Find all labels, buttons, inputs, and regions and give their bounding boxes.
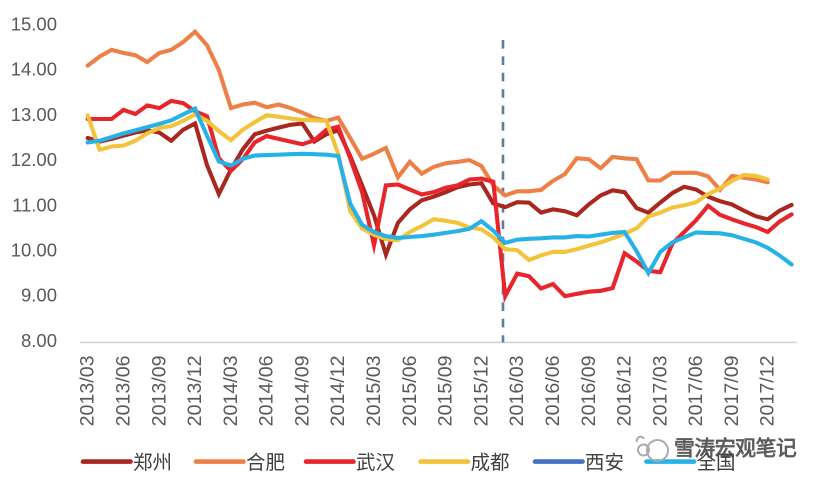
svg-text:2015/12: 2015/12 (470, 356, 492, 427)
svg-text:14.00: 14.00 (11, 59, 57, 80)
svg-text:13.00: 13.00 (11, 104, 57, 125)
svg-text:武汉: 武汉 (356, 452, 395, 474)
svg-text:全国: 全国 (697, 452, 736, 474)
svg-text:2015/09: 2015/09 (435, 355, 457, 426)
svg-text:雪涛宏观笔记: 雪涛宏观笔记 (674, 437, 797, 461)
svg-text:2014/06: 2014/06 (256, 355, 278, 426)
svg-text:2016/06: 2016/06 (542, 355, 564, 426)
svg-text:西安: 西安 (585, 452, 624, 474)
svg-text:2017/06: 2017/06 (685, 355, 707, 426)
svg-text:2014/12: 2014/12 (327, 356, 349, 427)
svg-text:合肥: 合肥 (246, 452, 285, 474)
svg-text:2017/09: 2017/09 (721, 356, 743, 427)
svg-text:2013/09: 2013/09 (148, 356, 170, 427)
svg-text:8.00: 8.00 (21, 330, 57, 351)
svg-text:2013/03: 2013/03 (77, 355, 99, 426)
svg-text:2014/09: 2014/09 (291, 356, 313, 427)
svg-text:11.00: 11.00 (12, 194, 57, 215)
svg-text:2016/03: 2016/03 (506, 355, 528, 426)
svg-text:2017/12: 2017/12 (757, 356, 779, 427)
svg-text:2013/06: 2013/06 (113, 355, 135, 426)
svg-text:2017/03: 2017/03 (649, 355, 671, 426)
svg-text:2016/12: 2016/12 (614, 356, 636, 427)
svg-text:成都: 成都 (471, 452, 510, 474)
svg-text:2013/12: 2013/12 (184, 356, 206, 427)
svg-text:10.00: 10.00 (11, 240, 57, 261)
svg-text:2015/03: 2015/03 (363, 355, 385, 426)
svg-text:9.00: 9.00 (21, 285, 57, 306)
svg-text:12.00: 12.00 (11, 149, 57, 170)
svg-text:2016/09: 2016/09 (578, 356, 600, 427)
svg-text:15.00: 15.00 (11, 13, 57, 34)
svg-text:2014/03: 2014/03 (220, 355, 242, 426)
svg-text:郑州: 郑州 (133, 452, 172, 474)
svg-text:2015/06: 2015/06 (399, 355, 421, 426)
